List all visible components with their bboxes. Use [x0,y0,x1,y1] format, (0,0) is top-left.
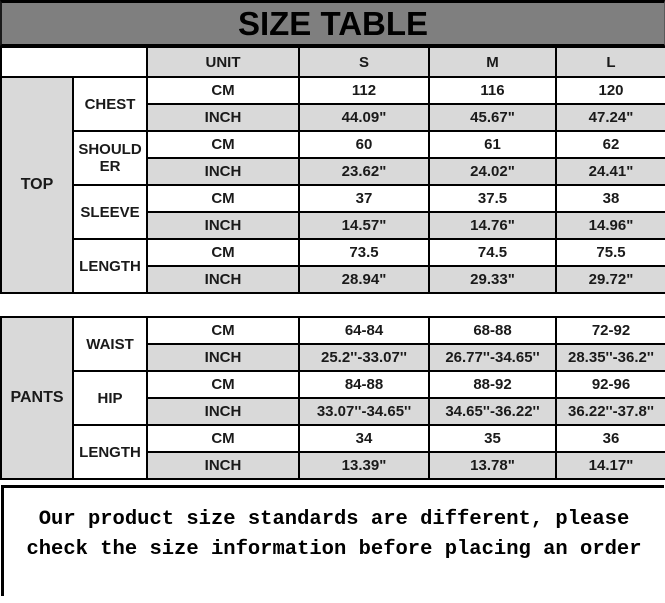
unit-inch-label: INCH [146,157,300,186]
value-cell: 62 [555,130,665,159]
measure-chest: CHEST [72,76,148,132]
value-cell: 75.5 [555,238,665,267]
unit-inch-label: INCH [146,211,300,240]
value-cell: 44.09" [298,103,430,132]
value-cell: 13.78" [428,451,557,480]
value-cell: 68-88 [428,316,557,345]
table-row: LENGTH CM 34 35 36 [1,424,665,480]
value-cell: 72-92 [555,316,665,345]
size-table-title-bar: SIZE TABLE [0,0,665,46]
table-row: INCH 25.2''-33.07'' 26.77''-34.65'' 28.3… [1,343,665,372]
table-row: INCH 14.57" 14.76" 14.96" [1,211,665,240]
measure-waist: WAIST [72,316,148,372]
table-row: INCH 28.94" 29.33" 29.72" [1,265,665,294]
value-cell: 73.5 [298,238,430,267]
size-note-text: Our product size standards are different… [26,508,642,561]
table-row: TOP CHEST CM 112 116 120 [0,76,665,294]
value-cell: 29.72" [555,265,665,294]
table-row: INCH 23.62" 24.02" 24.41" [1,157,665,186]
unit-cm-label: CM [146,424,300,453]
measure-shoulder: SHOULDER [72,130,148,186]
header-unit: UNIT [146,46,300,78]
value-cell: 14.57" [298,211,430,240]
header-size-l: L [555,46,665,78]
unit-inch-label: INCH [146,103,300,132]
measure-length-pants: LENGTH [72,424,148,480]
value-cell: 28.94" [298,265,430,294]
table-row: LENGTH CM 73.5 74.5 75.5 [1,238,665,294]
value-cell: 14.17" [555,451,665,480]
section-separator [1,292,665,318]
unit-inch-label: INCH [146,343,300,372]
value-cell: 120 [555,76,665,105]
value-cell: 64-84 [298,316,430,345]
size-table: UNIT S M L TOP CHEST CM 112 116 120 INCH… [0,46,665,480]
value-cell: 36.22''-37.8'' [555,397,665,426]
table-row: INCH 44.09" 45.67" 47.24" [1,103,665,132]
category-pants: PANTS [0,316,74,480]
value-cell: 35 [428,424,557,453]
value-cell: 36 [555,424,665,453]
value-cell: 24.02" [428,157,557,186]
page-title: SIZE TABLE [237,4,429,42]
unit-cm-label: CM [146,316,300,345]
unit-inch-label: INCH [146,397,300,426]
value-cell: 37.5 [428,184,557,213]
value-cell: 34 [298,424,430,453]
value-cell: 112 [298,76,430,105]
value-cell: 13.39" [298,451,430,480]
size-note-box: Our product size standards are different… [1,485,664,596]
value-cell: 60 [298,130,430,159]
table-row: SHOULDER CM 60 61 62 [1,130,665,186]
value-cell: 37 [298,184,430,213]
table-row: INCH 13.39" 13.78" 14.17" [1,451,665,480]
category-top: TOP [0,76,74,294]
measure-hip: HIP [72,370,148,426]
table-row: INCH 33.07''-34.65'' 34.65''-36.22'' 36.… [1,397,665,426]
value-cell: 38 [555,184,665,213]
measure-length-top: LENGTH [72,238,148,294]
value-cell: 14.96" [555,211,665,240]
value-cell: 14.76" [428,211,557,240]
unit-inch-label: INCH [146,451,300,480]
unit-cm-label: CM [146,238,300,267]
value-cell: 88-92 [428,370,557,399]
header-size-s: S [298,46,430,78]
value-cell: 92-96 [555,370,665,399]
value-cell: 24.41" [555,157,665,186]
value-cell: 61 [428,130,557,159]
value-cell: 116 [428,76,557,105]
unit-cm-label: CM [146,184,300,213]
value-cell: 74.5 [428,238,557,267]
value-cell: 25.2''-33.07'' [298,343,430,372]
value-cell: 28.35''-36.2'' [555,343,665,372]
value-cell: 33.07''-34.65'' [298,397,430,426]
value-cell: 84-88 [298,370,430,399]
table-row: PANTS WAIST CM 64-84 68-88 72-92 [0,316,665,480]
measure-sleeve: SLEEVE [72,184,148,240]
table-row: SLEEVE CM 37 37.5 38 [1,184,665,240]
header-blank-cell [0,46,148,78]
value-cell: 23.62" [298,157,430,186]
value-cell: 34.65''-36.22'' [428,397,557,426]
unit-cm-label: CM [146,130,300,159]
header-size-m: M [428,46,557,78]
separator-cell [1,292,665,318]
value-cell: 26.77''-34.65'' [428,343,557,372]
unit-inch-label: INCH [146,265,300,294]
value-cell: 45.67" [428,103,557,132]
table-row: HIP CM 84-88 88-92 92-96 [1,370,665,426]
value-cell: 29.33" [428,265,557,294]
unit-cm-label: CM [146,76,300,105]
header-row: UNIT S M L [0,46,665,78]
unit-cm-label: CM [146,370,300,399]
value-cell: 47.24" [555,103,665,132]
